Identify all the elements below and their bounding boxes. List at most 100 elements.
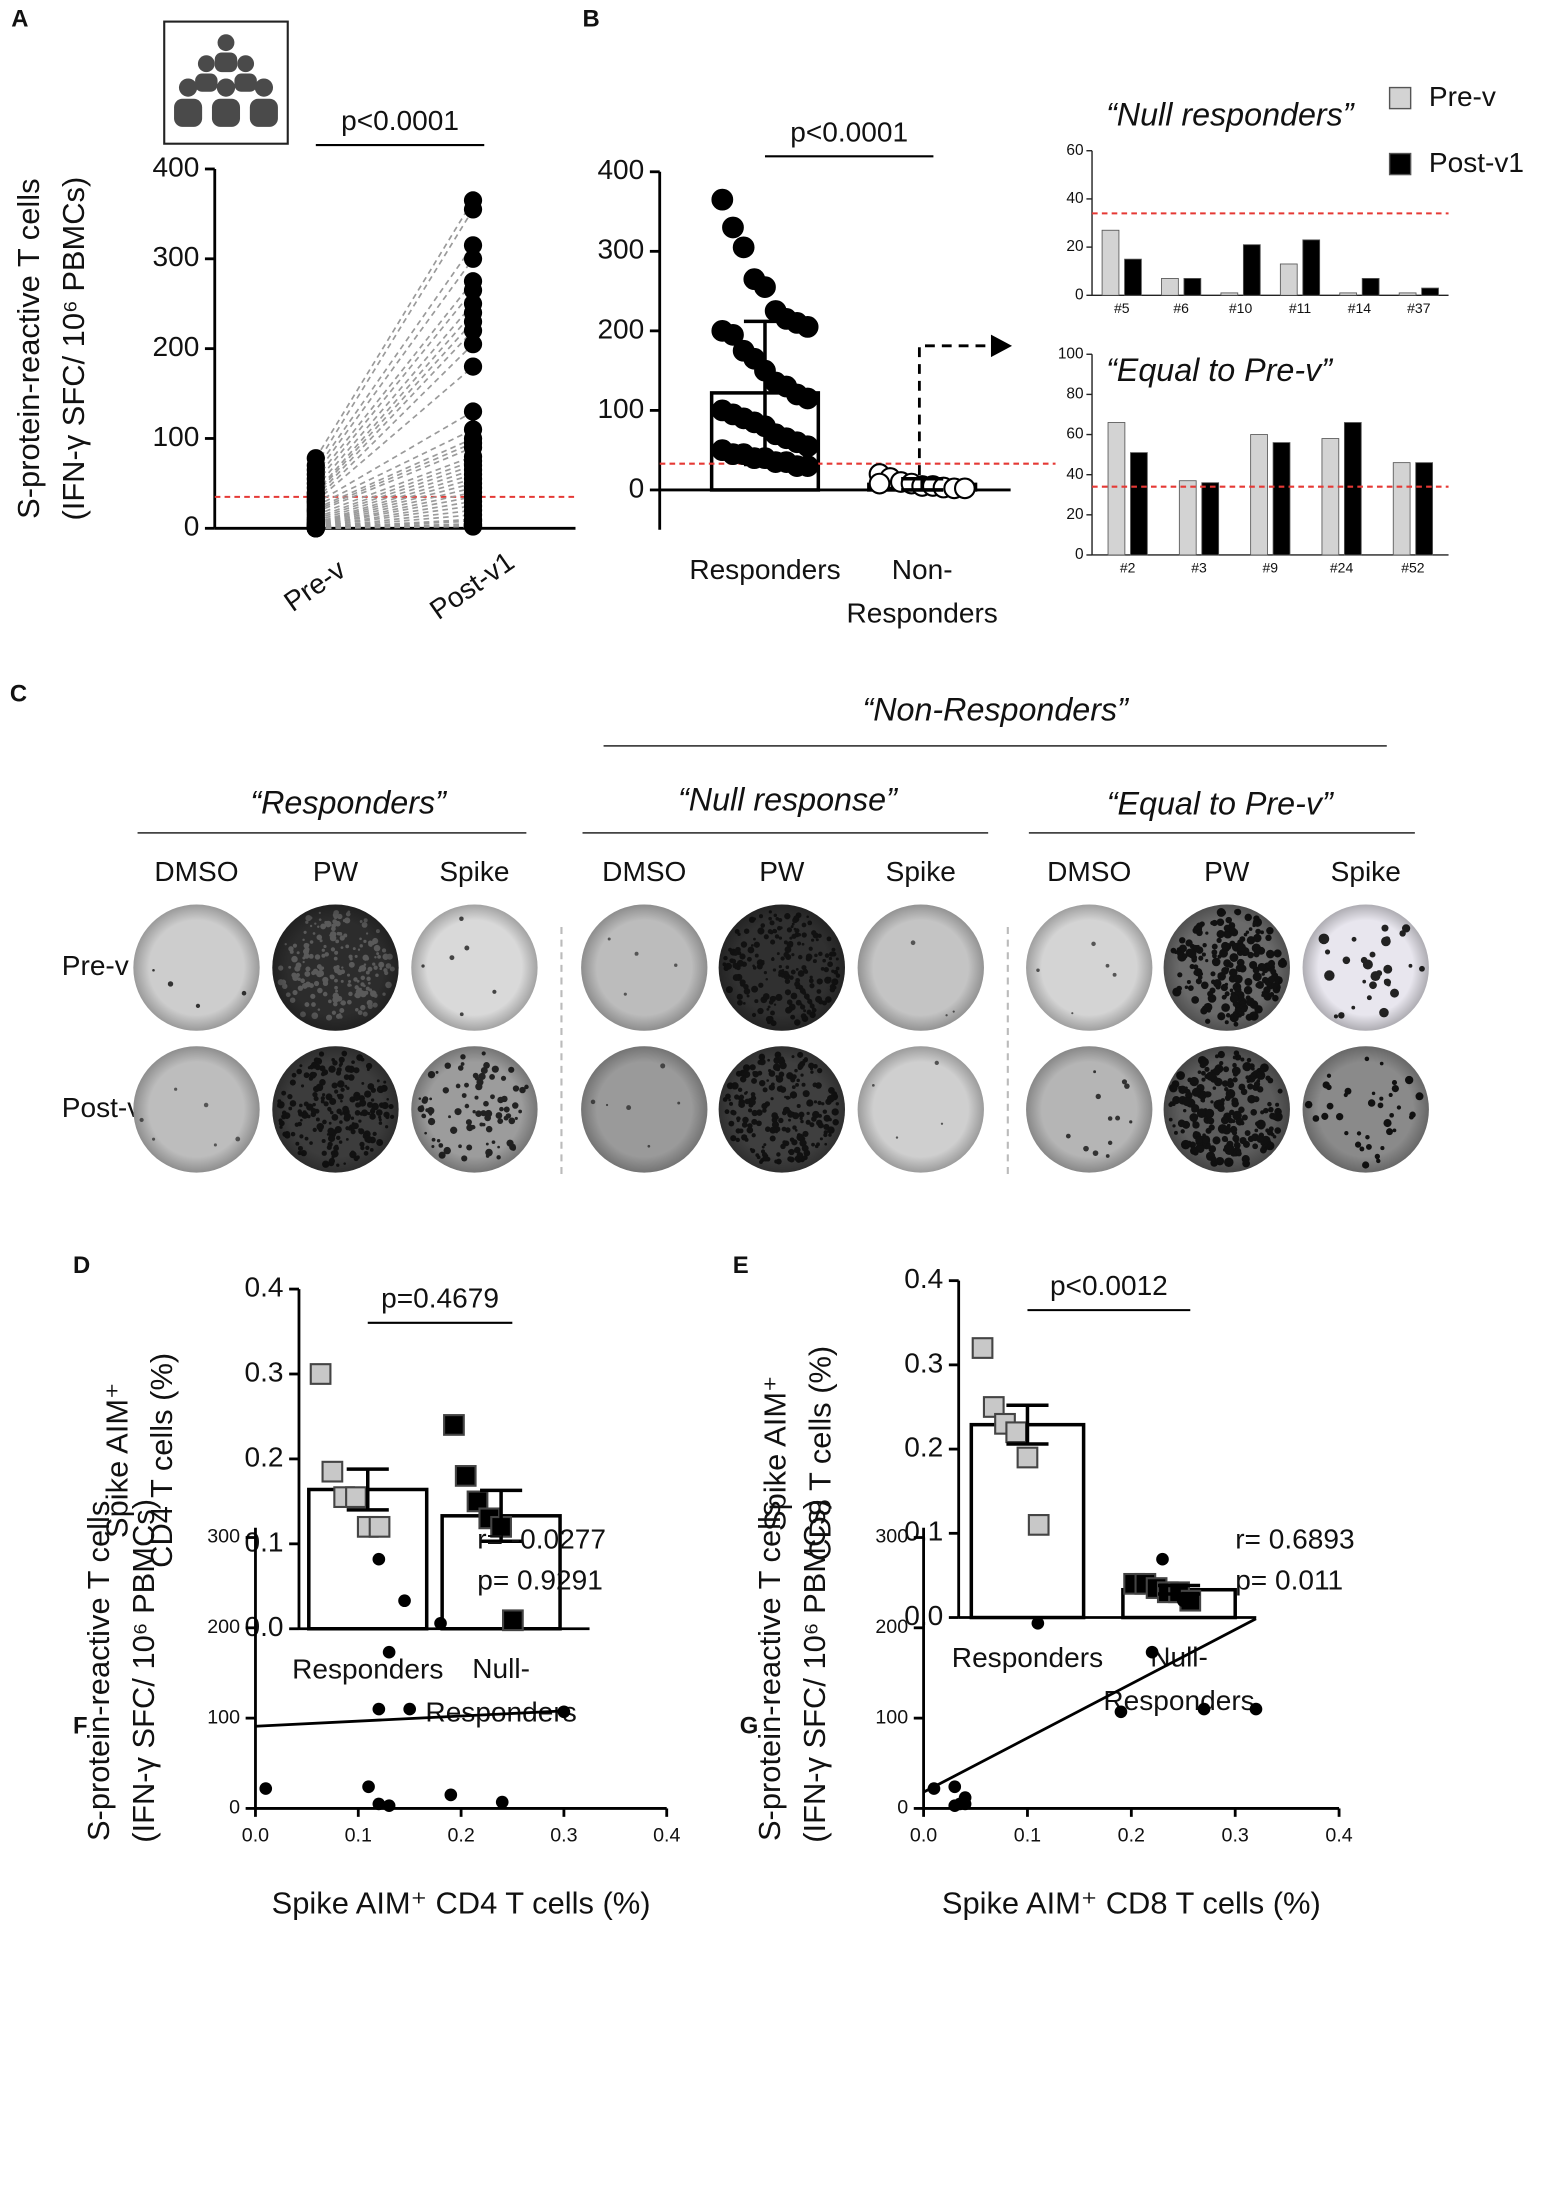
flow-arrow xyxy=(917,334,1013,475)
group-title: “Equal to Pre-v” xyxy=(1107,786,1334,822)
y-tick-label: 0.4 xyxy=(904,1263,943,1294)
error-bar xyxy=(1006,1403,1049,1446)
bar xyxy=(1250,434,1268,556)
well xyxy=(133,904,260,1031)
x-tick-label: 0.3 xyxy=(1222,1825,1249,1847)
pair-line xyxy=(315,522,474,530)
point xyxy=(463,357,483,376)
y-tick-label: 0.1 xyxy=(245,1526,284,1557)
point xyxy=(372,1552,386,1566)
p-value: p<0.0012 xyxy=(1050,1270,1168,1301)
point xyxy=(306,519,325,538)
y-tick-label: 400 xyxy=(152,151,199,182)
pair-line xyxy=(315,303,474,489)
y-tick-label: 0.3 xyxy=(904,1347,943,1378)
well xyxy=(272,904,399,1031)
y-tick-label: 200 xyxy=(207,1616,240,1638)
point xyxy=(796,316,819,338)
bar xyxy=(1161,278,1179,296)
point xyxy=(754,276,776,298)
point xyxy=(398,1594,411,1608)
legend-swatch xyxy=(1388,152,1412,176)
point xyxy=(958,1797,972,1811)
point xyxy=(1114,1705,1128,1719)
well xyxy=(1026,1046,1153,1173)
bar xyxy=(1279,263,1298,296)
point xyxy=(259,1782,273,1795)
people-icon xyxy=(163,20,289,145)
x-tick-label: 0.0 xyxy=(242,1825,269,1847)
panel-letter: C xyxy=(10,681,27,708)
well xyxy=(1302,904,1429,1031)
point xyxy=(732,236,755,259)
error-bar xyxy=(346,1467,389,1512)
x-tick-label: Responders xyxy=(952,1642,1103,1673)
p-value: p<0.0001 xyxy=(341,105,459,136)
pair-line xyxy=(315,330,474,498)
x-tick-label: #11 xyxy=(1289,300,1312,316)
pair-line xyxy=(315,487,474,527)
x-axis-label: Spike AIM⁺ CD4 T cells (%) xyxy=(272,1885,651,1920)
well-edge xyxy=(1026,904,1153,1031)
x-tick-label: 0.3 xyxy=(550,1825,577,1847)
y-tick-label: 100 xyxy=(152,421,199,452)
x-tick-label: 0.1 xyxy=(1014,1825,1041,1847)
point xyxy=(434,1616,447,1630)
group-title: “Responders” xyxy=(250,784,447,820)
bar xyxy=(1242,244,1261,296)
error-bar xyxy=(743,319,787,467)
well-edge xyxy=(1163,904,1290,1031)
y-tick-label: 60 xyxy=(1066,426,1083,443)
legend-label: Post-v1 xyxy=(1429,147,1524,178)
pair-line xyxy=(315,244,474,471)
p-value: p=0.4679 xyxy=(381,1283,499,1314)
bar xyxy=(1343,422,1362,556)
x-tick-label: #24 xyxy=(1330,560,1354,576)
point xyxy=(443,1414,465,1436)
p-value: p<0.0001 xyxy=(790,116,908,147)
point xyxy=(309,1363,332,1385)
y-tick-label: 0 xyxy=(184,511,200,542)
pair-line xyxy=(315,491,474,528)
point xyxy=(362,1780,375,1794)
bar xyxy=(1107,422,1126,556)
bar xyxy=(1220,292,1239,296)
fit-line xyxy=(255,1709,564,1728)
column-label: DMSO xyxy=(602,856,686,887)
x-tick-label: Responders xyxy=(292,1653,443,1684)
bar xyxy=(1178,480,1197,556)
bar xyxy=(1124,258,1142,296)
point xyxy=(1249,1702,1263,1716)
point xyxy=(927,1782,941,1795)
point xyxy=(722,216,744,239)
well xyxy=(411,904,538,1031)
x-tick-label: Non-Responders xyxy=(847,554,998,629)
well xyxy=(581,904,708,1031)
point xyxy=(868,472,891,495)
pair-line xyxy=(315,343,474,501)
point xyxy=(722,323,744,346)
error-bar xyxy=(901,477,944,492)
y-tick-label: 100 xyxy=(1058,345,1084,362)
y-axis-label: S-protein-reactive T cells (IFN-γ SFC/ 10… xyxy=(11,177,91,521)
bar xyxy=(1272,442,1291,556)
legend-label: Pre-v xyxy=(1429,81,1496,112)
point xyxy=(948,1780,962,1794)
point xyxy=(463,335,483,354)
column-label: Spike xyxy=(439,856,509,887)
point xyxy=(463,517,483,536)
point xyxy=(796,387,819,410)
well xyxy=(857,1046,984,1173)
well-edge xyxy=(133,1046,260,1173)
x-tick-label: #3 xyxy=(1191,560,1207,576)
y-tick-label: 0 xyxy=(229,1797,240,1819)
column-label: PW xyxy=(313,856,359,887)
well xyxy=(133,1046,260,1173)
bar xyxy=(1398,292,1417,296)
pair-line xyxy=(315,365,474,502)
well-edge xyxy=(857,1046,984,1173)
point xyxy=(711,188,734,211)
point xyxy=(971,1337,994,1359)
